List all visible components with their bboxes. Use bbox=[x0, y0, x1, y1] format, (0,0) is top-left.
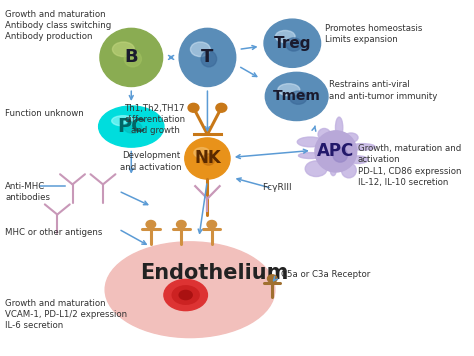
Text: Growth, maturation and
activation
PD-L1, CD86 expression
IL-12, IL-10 secretion: Growth, maturation and activation PD-L1,… bbox=[357, 144, 461, 187]
FancyArrowPatch shape bbox=[121, 230, 146, 244]
Ellipse shape bbox=[318, 129, 330, 140]
Ellipse shape bbox=[315, 131, 357, 172]
Ellipse shape bbox=[201, 51, 217, 67]
Ellipse shape bbox=[330, 164, 336, 176]
Text: PC: PC bbox=[117, 117, 146, 136]
Ellipse shape bbox=[179, 290, 192, 300]
Ellipse shape bbox=[305, 161, 327, 177]
Ellipse shape bbox=[336, 117, 343, 138]
Ellipse shape bbox=[99, 106, 164, 147]
FancyArrowPatch shape bbox=[121, 192, 148, 205]
FancyArrowPatch shape bbox=[206, 91, 210, 131]
Text: NK: NK bbox=[194, 150, 221, 167]
Ellipse shape bbox=[124, 122, 142, 133]
Text: C5a or C3a Receptor: C5a or C3a Receptor bbox=[282, 270, 371, 279]
FancyArrowPatch shape bbox=[241, 67, 257, 77]
Ellipse shape bbox=[202, 154, 215, 165]
Text: Function unknown: Function unknown bbox=[5, 109, 84, 118]
FancyArrowPatch shape bbox=[237, 178, 269, 188]
Ellipse shape bbox=[185, 138, 230, 179]
FancyArrowPatch shape bbox=[198, 184, 207, 233]
Ellipse shape bbox=[146, 220, 155, 228]
Text: MHC or other antigens: MHC or other antigens bbox=[5, 227, 102, 237]
Ellipse shape bbox=[290, 91, 307, 104]
Text: Endothelium: Endothelium bbox=[140, 263, 288, 283]
Ellipse shape bbox=[299, 153, 323, 158]
Ellipse shape bbox=[265, 72, 328, 121]
Ellipse shape bbox=[191, 42, 210, 57]
FancyArrowPatch shape bbox=[312, 126, 316, 131]
Text: T: T bbox=[201, 48, 214, 67]
Ellipse shape bbox=[100, 28, 163, 87]
FancyArrowPatch shape bbox=[241, 46, 256, 49]
Ellipse shape bbox=[278, 84, 300, 96]
Text: B: B bbox=[125, 48, 138, 67]
FancyArrowPatch shape bbox=[237, 149, 307, 158]
Text: Development
and activation: Development and activation bbox=[120, 151, 182, 172]
Ellipse shape bbox=[179, 28, 236, 87]
Text: APC: APC bbox=[317, 142, 355, 161]
Ellipse shape bbox=[112, 116, 135, 126]
Text: Growth and maturation
VCAM-1, PD-L1/2 expression
IL-6 secretion: Growth and maturation VCAM-1, PD-L1/2 ex… bbox=[5, 299, 127, 330]
Ellipse shape bbox=[348, 156, 368, 163]
Ellipse shape bbox=[264, 19, 320, 67]
Ellipse shape bbox=[172, 286, 199, 304]
Text: Anti-MHC
antibodies: Anti-MHC antibodies bbox=[5, 182, 50, 201]
Text: Treg: Treg bbox=[273, 36, 311, 51]
Ellipse shape bbox=[188, 103, 199, 112]
Ellipse shape bbox=[333, 148, 347, 162]
Ellipse shape bbox=[105, 242, 275, 337]
FancyArrowPatch shape bbox=[168, 56, 173, 59]
Ellipse shape bbox=[286, 38, 301, 51]
Text: Growth and maturation
Antibody class switching
Antibody production: Growth and maturation Antibody class swi… bbox=[5, 10, 111, 41]
Ellipse shape bbox=[341, 163, 356, 178]
Text: Restrains anti-viral
and anti-tumor immunity: Restrains anti-viral and anti-tumor immu… bbox=[329, 80, 438, 101]
Ellipse shape bbox=[297, 137, 323, 147]
Text: Tmem: Tmem bbox=[273, 89, 320, 104]
Ellipse shape bbox=[207, 220, 217, 228]
Ellipse shape bbox=[216, 103, 227, 112]
FancyArrowPatch shape bbox=[129, 151, 133, 172]
Ellipse shape bbox=[112, 42, 135, 57]
Ellipse shape bbox=[176, 220, 186, 228]
Ellipse shape bbox=[275, 31, 295, 42]
Ellipse shape bbox=[267, 275, 277, 283]
FancyArrowPatch shape bbox=[129, 91, 133, 99]
Ellipse shape bbox=[194, 148, 210, 158]
Ellipse shape bbox=[164, 279, 208, 311]
Text: Promotes homeostasis
Limits expansion: Promotes homeostasis Limits expansion bbox=[325, 24, 422, 44]
Ellipse shape bbox=[349, 143, 375, 150]
Text: FcγRIII: FcγRIII bbox=[262, 183, 292, 192]
FancyArrowPatch shape bbox=[273, 277, 278, 281]
Text: Th1,Th2,TH17
differentiation
and growth: Th1,Th2,TH17 differentiation and growth bbox=[125, 104, 186, 135]
Ellipse shape bbox=[124, 51, 141, 67]
Ellipse shape bbox=[344, 133, 358, 142]
